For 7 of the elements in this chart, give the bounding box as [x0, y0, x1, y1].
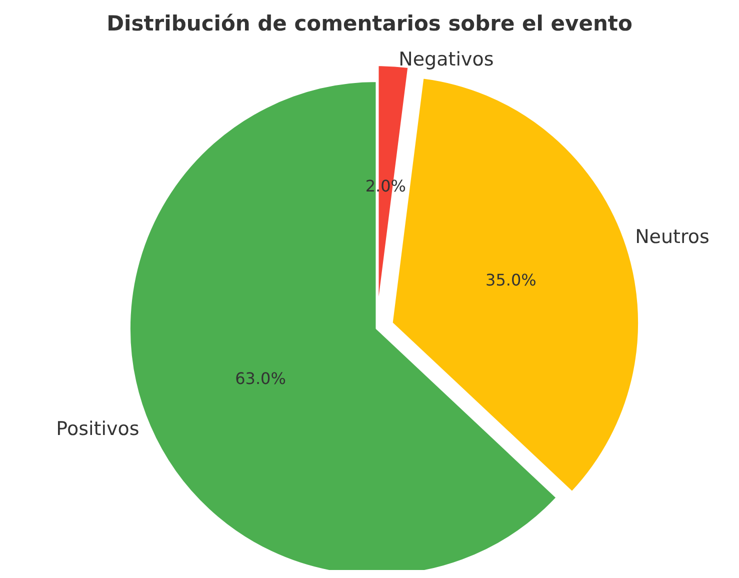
- slice-label: Negativos: [398, 48, 494, 71]
- data-label: 2.0%: [365, 176, 406, 196]
- data-label: 63.0%: [235, 369, 286, 388]
- chart-title: Distribución de comentarios sobre el evento: [106, 12, 632, 36]
- data-label: 35.0%: [486, 270, 536, 290]
- slice-label: Positivos: [56, 418, 140, 440]
- slice-label: Neutros: [635, 226, 710, 248]
